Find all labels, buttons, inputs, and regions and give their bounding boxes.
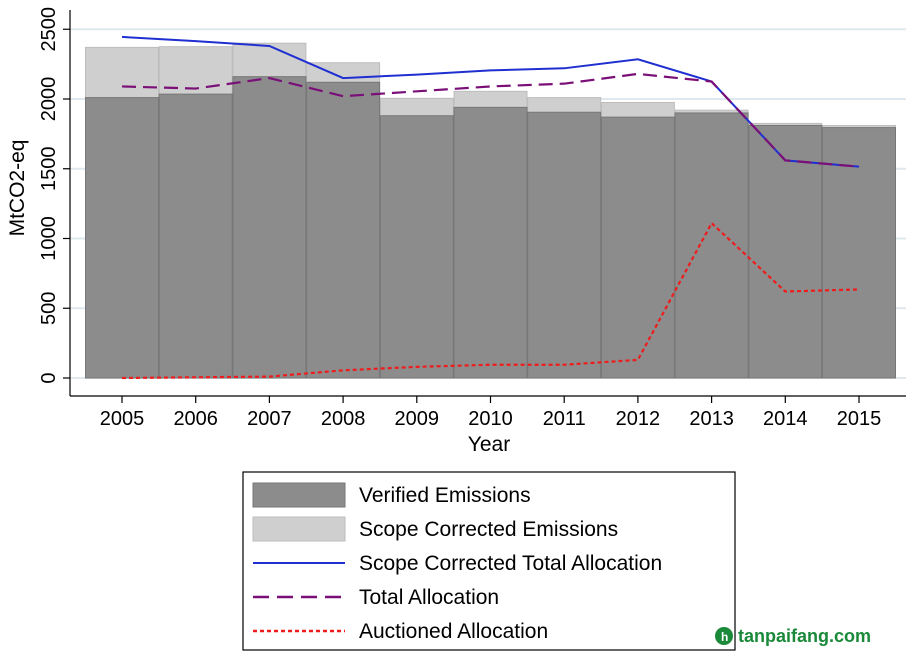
legend-label-scope-corrected-emissions: Scope Corrected Emissions	[359, 518, 618, 541]
watermark-logo-glyph: h	[721, 630, 728, 644]
y-axis-title: MtCO2-eq	[6, 140, 29, 237]
verified-emission-bar	[306, 81, 381, 379]
y-tick-label: 500	[38, 292, 60, 325]
watermark-text: tanpaifang.com	[738, 626, 871, 646]
x-axis-title: Year	[468, 433, 510, 456]
y-tick-label: 2000	[38, 77, 60, 122]
verified-emission-bars	[85, 76, 896, 379]
y-tick-label: 0	[38, 372, 60, 383]
verified-emission-bar	[158, 93, 233, 379]
legend-label-scope-corrected-total-allocation: Scope Corrected Total Allocation	[359, 552, 662, 575]
x-tick-labels: 2005 2006 2007 2008 2009 2010 2011 2012 2013 2014…	[100, 396, 882, 430]
y-tick-label: 1500	[38, 147, 60, 192]
verified-emission-bar	[453, 106, 528, 379]
verified-emission-bar	[822, 127, 896, 379]
verified-emission-bar	[379, 115, 454, 379]
legend-label-verified-emissions: Verified Emissions	[359, 484, 531, 507]
y-tick-label: 1000	[38, 216, 60, 261]
y-tick-labels: 0 500 1000 1500 2000 2500	[38, 7, 70, 384]
verified-emission-bar	[748, 125, 823, 379]
x-tick-label: 2007	[247, 408, 292, 430]
legend-swatch-scope-corrected-emissions	[252, 516, 346, 542]
legend-swatch-verified-emissions	[252, 482, 346, 508]
axes	[69, 10, 906, 397]
x-tick-label: 2015	[837, 408, 882, 430]
legend-label-auctioned-allocation: Auctioned Allocation	[359, 620, 548, 643]
y-tick-label: 2500	[38, 7, 60, 52]
x-tick-label: 2010	[468, 408, 513, 430]
legend: Verified Emissions Scope Corrected Emissi…	[242, 471, 736, 651]
x-tick-label: 2013	[689, 408, 734, 430]
legend-label-total-allocation: Total Allocation	[359, 586, 499, 609]
verified-emission-bar	[527, 111, 602, 379]
auctioned-allocation-line	[121, 221, 860, 380]
verified-emission-bar	[600, 116, 675, 379]
x-tick-label: 2011	[543, 408, 586, 430]
verified-emission-bar	[232, 76, 307, 379]
watermark-logo-icon	[715, 627, 733, 645]
scope-corrected-total-allocation-line	[121, 35, 860, 168]
x-tick-label: 2014	[763, 408, 808, 430]
x-tick-label: 2008	[321, 408, 366, 430]
x-tick-label: 2012	[616, 408, 661, 430]
x-tick-label: 2005	[100, 408, 145, 430]
series-lines	[121, 35, 860, 380]
watermark: h tanpaifang.com	[715, 626, 871, 646]
verified-emission-bar	[674, 112, 749, 379]
x-tick-label: 2006	[173, 408, 218, 430]
x-tick-label: 2009	[395, 408, 440, 430]
verified-emission-bar	[85, 97, 159, 379]
